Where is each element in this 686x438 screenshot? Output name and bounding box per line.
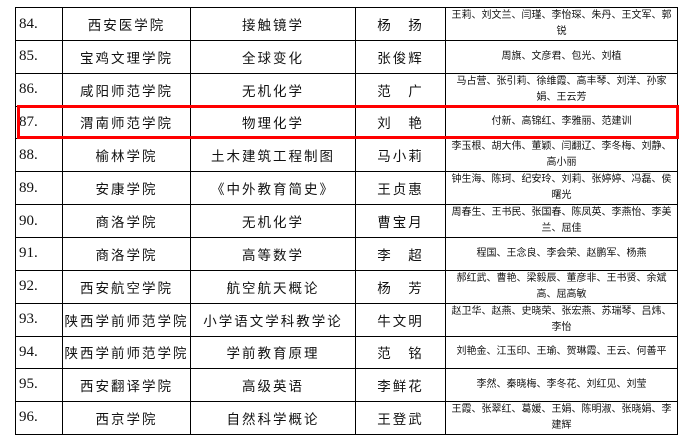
team-members: 赵卫华、赵燕、史晓荣、张宏燕、苏瑞琴、吕炜、李怡 [445, 302, 678, 337]
team-members: 李然、秦晓梅、李冬花、刘红见、刘莹 [445, 368, 678, 402]
course-name: 自然科学概论 [190, 400, 356, 435]
row-number: 86. [15, 72, 63, 107]
table-row: 92. 西安航空学院 航空航天概论杨 芳郝红武、曹艳、梁毅辰、董彦非、王书贤、余斌高… [15, 269, 678, 304]
school-name: 咸阳师范学院 [62, 72, 191, 107]
course-leader: 曹宝月 [355, 204, 446, 238]
course-name: 航空航天概论 [190, 269, 356, 304]
course-leader: 杨 扬 [355, 7, 446, 41]
course-name: 无机化学 [190, 204, 356, 238]
row-number: 87. [15, 105, 63, 139]
course-table: 84. 西安医学院 接触镜学杨 扬王莉、刘文兰、闫瑾、李怡琛、朱丹、王文军、郭锐 85… [15, 7, 678, 435]
table-row: 94. 陕西学前师范学院 学前教育原理范 铭刘艳金、江玉印、王瑜、贺琳霞、王云、何善… [15, 335, 678, 369]
row-number: 85. [15, 40, 63, 74]
row-number: 94. [15, 335, 63, 369]
row-number: 91. [15, 237, 63, 271]
school-name: 西安翻译学院 [62, 368, 191, 402]
row-number: 90. [15, 204, 63, 238]
school-name: 渭南师范学院 [62, 105, 191, 139]
course-name: 无机化学 [190, 72, 356, 107]
course-leader: 范 广 [355, 72, 446, 107]
school-name: 商洛学院 [62, 237, 191, 271]
table-row: 93. 陕西学前师范学院 小学语文学科教学论 牛文明 赵卫华、赵燕、史晓荣、张宏燕、苏瑞… [15, 302, 678, 337]
course-leader: 张俊辉 [355, 40, 446, 74]
course-name: 土木建筑工程制图 [190, 138, 356, 172]
course-leader: 刘 艳 [355, 105, 446, 139]
table-row: 87. 渭南师范学院 物理化学刘 艳付新、高锦红、李雅丽、范建训 [15, 105, 678, 139]
school-name: 西安医学院 [62, 7, 191, 41]
course-leader: 王贞惠 [355, 171, 446, 205]
course-leader: 李 超 [355, 237, 446, 271]
team-members: 刘艳金、江玉印、王瑜、贺琳霞、王云、何善平 [445, 335, 678, 369]
course-name: 高等数学 [190, 237, 356, 271]
school-name: 西安航空学院 [62, 269, 191, 304]
team-members: 马占营、张引莉、徐维霞、高丰琴、刘洋、孙家娟、王云芳 [445, 72, 678, 107]
row-number: 88. [15, 138, 63, 172]
row-number: 93. [15, 302, 63, 337]
table-row: 95. 西安翻译学院 高级英语 李鲜花 李然、秦晓梅、李冬花、刘红见、刘莹 [15, 368, 678, 402]
table-row: 86. 咸阳师范学院 无机化学范 广马占营、张引莉、徐维霞、高丰琴、刘洋、孙家娟、王… [15, 72, 678, 107]
team-members: 钟生海、陈珂、纪安玲、刘莉、张婷婷、冯磊、侯曙光 [445, 171, 678, 205]
course-leader: 马小莉 [355, 138, 446, 172]
team-members: 王莉、刘文兰、闫瑾、李怡琛、朱丹、王文军、郭锐 [445, 7, 678, 41]
row-number: 89. [15, 171, 63, 205]
course-leader: 牛文明 [355, 302, 446, 337]
row-number: 92. [15, 269, 63, 304]
school-name: 宝鸡文理学院 [62, 40, 191, 74]
table-row: 88. 榆林学院 土木建筑工程制图 马小莉 李玉根、胡大伟、董颖、闫翻辽、李冬梅、刘静、… [15, 138, 678, 172]
table-row: 89. 安康学院 《中外教育简史》 王贞惠 钟生海、陈珂、纪安玲、刘莉、张婷婷、冯磊、侯… [15, 171, 678, 205]
course-name: 接触镜学 [190, 7, 356, 41]
table-row: 85. 宝鸡文理学院 全球变化 张俊辉 周旗、文彦君、包光、刘植 [15, 40, 678, 74]
team-members: 程国、王念良、李会荣、赵鹏军、杨燕 [445, 237, 678, 271]
school-name: 西京学院 [62, 400, 191, 435]
course-leader: 杨 芳 [355, 269, 446, 304]
school-name: 榆林学院 [62, 138, 191, 172]
team-members: 周春生、王书民、张国春、陈凤英、李燕怡、李美兰、屈佳 [445, 204, 678, 238]
school-name: 安康学院 [62, 171, 191, 205]
team-members: 郝红武、曹艳、梁毅辰、董彦非、王书贤、余斌高、屈高敏 [445, 269, 678, 304]
course-name: 全球变化 [190, 40, 356, 74]
row-number: 84. [15, 7, 63, 41]
course-name: 小学语文学科教学论 [190, 302, 356, 337]
table-row: 96. 西京学院 自然科学概论 王登武 王霞、张翠红、葛媛、王娟、陈明淑、张晓娟、李建辉 [15, 400, 678, 435]
team-members: 王霞、张翠红、葛媛、王娟、陈明淑、张晓娟、李建辉 [445, 400, 678, 435]
table-row: 84. 西安医学院 接触镜学杨 扬王莉、刘文兰、闫瑾、李怡琛、朱丹、王文军、郭锐 [15, 7, 678, 41]
team-members: 周旗、文彦君、包光、刘植 [445, 40, 678, 74]
team-members: 李玉根、胡大伟、董颖、闫翻辽、李冬梅、刘静、高小丽 [445, 138, 678, 172]
school-name: 陕西学前师范学院 [62, 302, 191, 337]
table-row: 90. 商洛学院 无机化学 曹宝月 周春生、王书民、张国春、陈凤英、李燕怡、李美兰、屈佳 [15, 204, 678, 238]
course-leader: 李鲜花 [355, 368, 446, 402]
table-row: 91. 商洛学院 高等数学李 超程国、王念良、李会荣、赵鹏军、杨燕 [15, 237, 678, 271]
course-leader: 王登武 [355, 400, 446, 435]
team-members: 付新、高锦红、李雅丽、范建训 [445, 105, 678, 139]
row-number: 95. [15, 368, 63, 402]
school-name: 商洛学院 [62, 204, 191, 238]
school-name: 陕西学前师范学院 [62, 335, 191, 369]
course-name: 物理化学 [190, 105, 356, 139]
course-name: 学前教育原理 [190, 335, 356, 369]
row-number: 96. [15, 400, 63, 435]
course-leader: 范 铭 [355, 335, 446, 369]
course-name: 高级英语 [190, 368, 356, 402]
course-name: 《中外教育简史》 [190, 171, 356, 205]
